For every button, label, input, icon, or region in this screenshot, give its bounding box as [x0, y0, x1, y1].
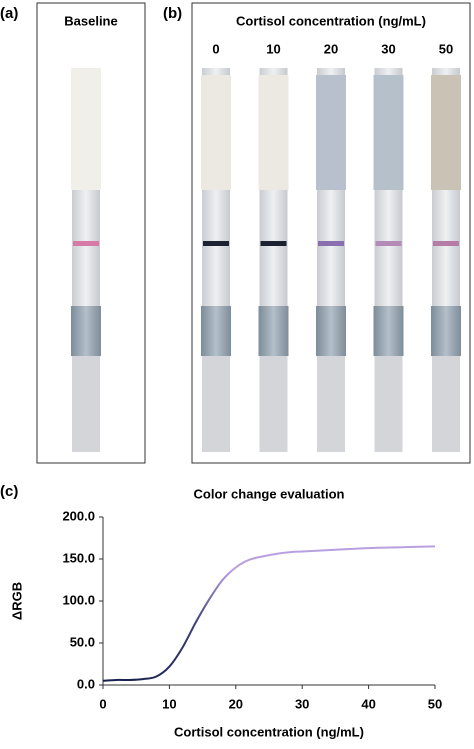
sample-pad: [258, 75, 289, 190]
absorbent-pad: [72, 356, 100, 452]
sample-pad: [316, 75, 346, 190]
x-tick-label: 40: [361, 696, 375, 711]
conjugate-pad: [71, 306, 101, 356]
panel-frame: [36, 2, 146, 464]
conjugate-pad: [373, 306, 404, 356]
strip-label: 50: [439, 41, 453, 56]
panel-title: Cortisol concentration (ng/mL): [236, 13, 426, 28]
test-line: [73, 241, 99, 246]
absorbent-pad: [259, 356, 288, 452]
sample-pad: [71, 68, 101, 190]
chart-title: Color change evaluation: [194, 486, 345, 501]
strip-label: 20: [324, 41, 338, 56]
conjugate-pad: [258, 306, 289, 356]
absorbent-pad: [374, 356, 403, 452]
y-tick-label: 0.0: [77, 676, 95, 691]
y-tick-label: 200.0: [62, 508, 95, 523]
x-tick-label: 10: [162, 696, 176, 711]
absorbent-pad: [202, 356, 230, 452]
x-tick-label: 0: [99, 696, 106, 711]
x-tick-label: 50: [428, 696, 442, 711]
panel-frame: [191, 2, 471, 464]
panel-label: (b): [163, 5, 182, 22]
sample-pad: [431, 75, 461, 190]
x-tick-label: 30: [295, 696, 309, 711]
absorbent-pad: [317, 356, 345, 452]
x-axis-title: Cortisol concentration (ng/mL): [174, 724, 364, 739]
conjugate-pad: [431, 306, 461, 356]
y-tick-label: 100.0: [62, 592, 95, 607]
panel-label: (a): [0, 5, 18, 22]
test-line: [260, 241, 287, 246]
x-tick-label: 20: [229, 696, 243, 711]
strip-label: 0: [212, 41, 219, 56]
strip-label: 30: [381, 41, 395, 56]
data-line: [102, 545, 436, 682]
absorbent-pad: [432, 356, 460, 452]
test-line: [433, 241, 459, 246]
panel-title: Baseline: [64, 13, 117, 28]
test-line: [203, 241, 229, 246]
test-line: [318, 241, 344, 246]
sample-pad: [201, 75, 231, 190]
panel-label: (c): [0, 483, 18, 500]
test-line: [375, 241, 402, 246]
y-tick-label: 150.0: [62, 550, 95, 565]
strip-label: 10: [266, 41, 280, 56]
conjugate-pad: [316, 306, 346, 356]
conjugate-pad: [201, 306, 231, 356]
y-axis-title: ΔRGB: [9, 582, 24, 620]
sample-pad: [373, 75, 404, 190]
y-tick-label: 50.0: [70, 634, 95, 649]
